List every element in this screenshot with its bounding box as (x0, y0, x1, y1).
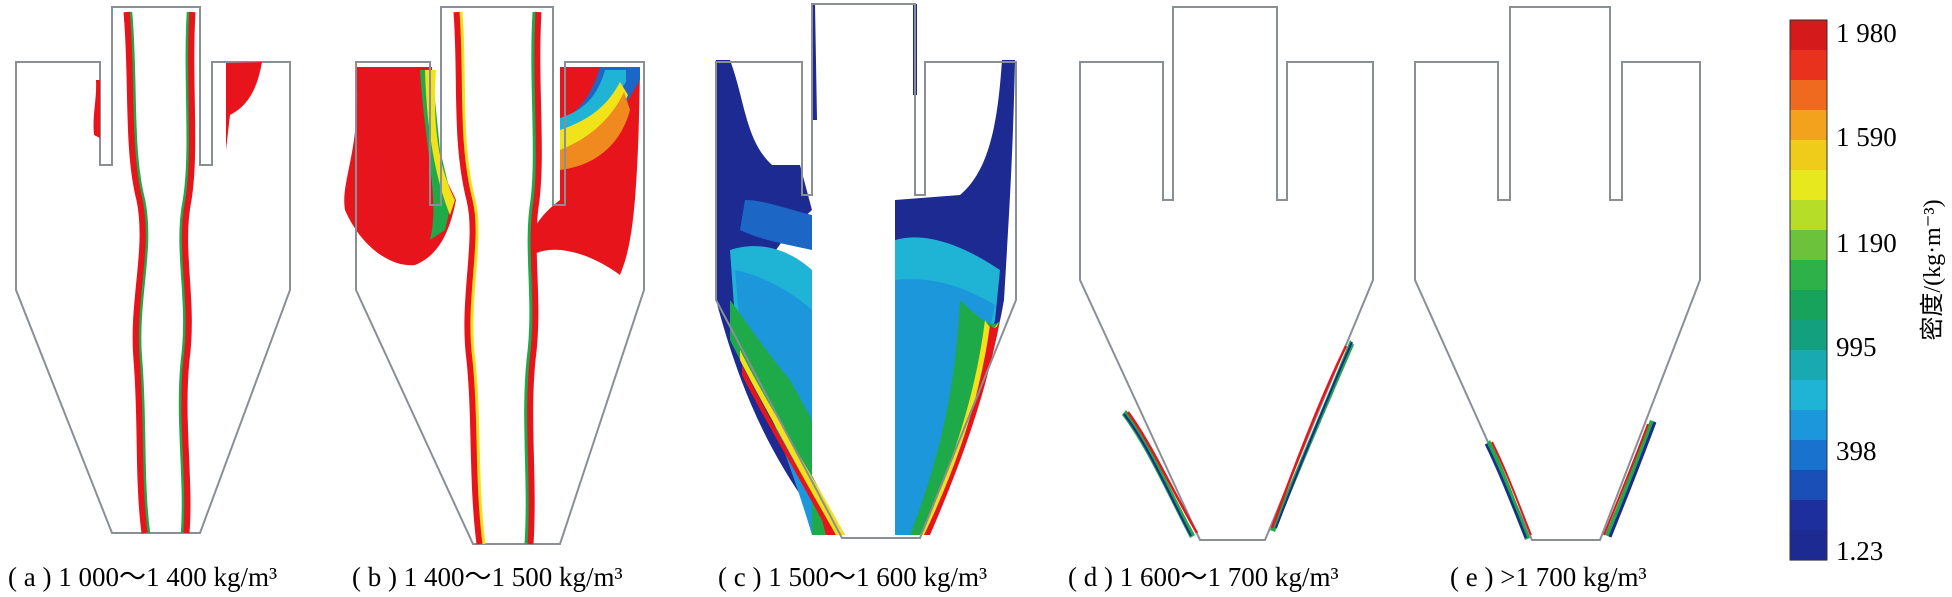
colorbar-band (1790, 380, 1827, 411)
colorbar-tick-1-23: 1.23 (1836, 536, 1883, 566)
colorbar-band (1790, 170, 1827, 201)
colorbar-band (1790, 50, 1827, 81)
cyclone-outline-e (1414, 6, 1701, 541)
colorbar-band (1790, 200, 1827, 231)
colorbar-band (1790, 350, 1827, 381)
colorbar: 1 980 1 590 1 190 995 398 1.23 密度/(kg·m⁻… (1789, 18, 1946, 566)
streak-left-d (1122, 410, 1195, 538)
colorbar-band (1790, 140, 1827, 171)
cyclone-outline-d (1079, 6, 1374, 541)
caption-a: ( a ) 1 000～1 400 kg/m³ (8, 562, 277, 592)
colorbar-band (1790, 500, 1827, 531)
colorbar-tick-995: 995 (1836, 332, 1877, 362)
patch-right-a (226, 62, 262, 150)
colorbar-band (1790, 110, 1827, 141)
caption-c: ( c ) 1 500～1 600 kg/m³ (718, 562, 987, 592)
colorbar-unit-label: 密度/(kg·m⁻³) (1919, 199, 1946, 340)
colorbar-band (1790, 290, 1827, 321)
colorbar-band (1790, 20, 1827, 51)
colorbar-band (1790, 80, 1827, 111)
streak-right-e (1605, 420, 1655, 537)
colorbar-band (1790, 230, 1827, 261)
streak-right-b (526, 11, 542, 545)
colorbar-tick-1590: 1 590 (1836, 122, 1897, 152)
colorbar-band (1790, 260, 1827, 291)
caption-d: ( d ) 1 600～1 700 kg/m³ (1068, 562, 1339, 592)
colorbar-bands (1790, 20, 1827, 561)
cyclone-outline-b (355, 6, 645, 545)
streak-left-b (453, 11, 484, 545)
panel-c (715, 3, 1017, 539)
caption-b: ( b ) 1 400～1 500 kg/m³ (352, 562, 623, 592)
panel-e (1414, 6, 1701, 541)
patch-left-a (93, 80, 100, 138)
colorbar-band (1790, 530, 1827, 561)
colorbar-band (1790, 320, 1827, 351)
caption-e: ( e ) >1 700 kg/m³ (1450, 562, 1647, 592)
colorbar-tick-398: 398 (1836, 436, 1877, 466)
colorbar-band (1790, 470, 1827, 501)
colorbar-tick-1190: 1 190 (1836, 228, 1897, 258)
colorbar-band (1790, 410, 1827, 441)
panel-a (15, 6, 291, 534)
streak-left-a (123, 11, 149, 534)
streak-right-a (180, 11, 196, 534)
colorbar-band (1790, 440, 1827, 471)
cyclone-outline-c (715, 3, 1017, 539)
panel-b (344, 6, 645, 545)
colorbar-tick-1980: 1 980 (1836, 18, 1897, 48)
panel-d (1079, 6, 1374, 541)
